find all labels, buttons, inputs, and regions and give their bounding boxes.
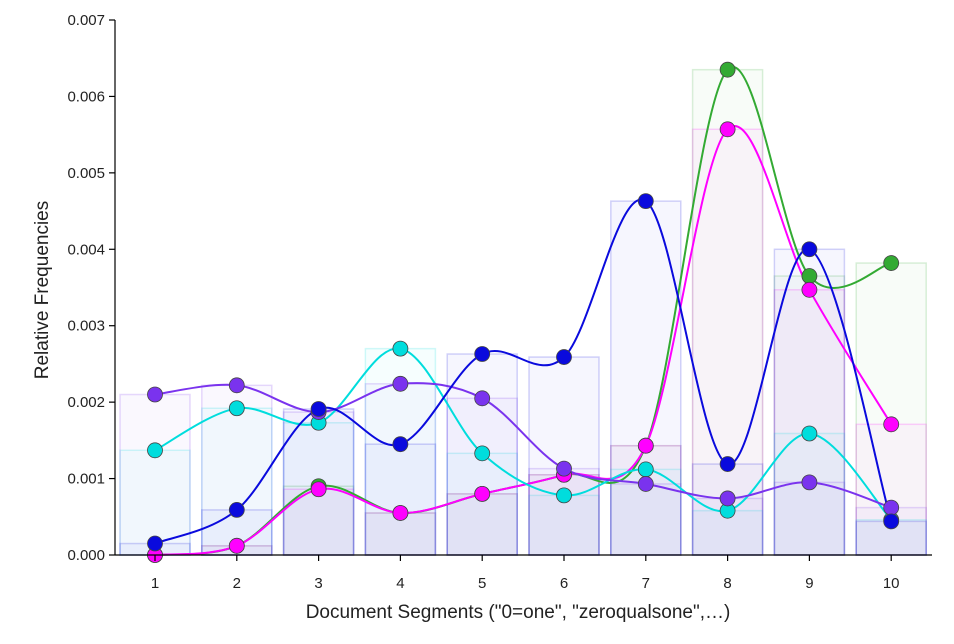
point-s3-c9 xyxy=(801,425,818,442)
x-axis-title: Document Segments ("0=one", "zeroqualson… xyxy=(306,602,731,623)
x-tick-label: 1 xyxy=(151,575,159,592)
point-s4-c4 xyxy=(392,375,409,392)
point-s3-c7 xyxy=(637,461,654,478)
points-layer xyxy=(147,61,900,563)
series-line-3 xyxy=(154,347,892,521)
x-tick-label: 10 xyxy=(883,575,900,592)
y-tick-label: 0.006 xyxy=(67,88,105,105)
point-s5-c5 xyxy=(474,346,491,362)
y-tick-label: 0.005 xyxy=(67,165,105,182)
point-s1-c9 xyxy=(801,268,818,284)
bar-s4-c1 xyxy=(119,393,191,556)
x-tick-label: 5 xyxy=(478,575,486,592)
point-s2-c4 xyxy=(392,505,409,521)
point-s2-c10 xyxy=(883,416,900,433)
y-tick-label: 0.007 xyxy=(67,12,105,29)
series-line-5 xyxy=(154,198,893,545)
x-tick-label: 8 xyxy=(723,575,731,592)
point-s3-c1 xyxy=(147,442,163,459)
point-s2-c7 xyxy=(637,437,654,454)
point-s5-c8 xyxy=(719,456,736,472)
point-s2-c9 xyxy=(801,281,818,298)
point-s3-c2 xyxy=(228,400,245,417)
point-s5-c7 xyxy=(637,193,654,210)
point-s4-c5 xyxy=(474,390,491,407)
point-s2-c5 xyxy=(474,485,491,502)
point-s4-c6 xyxy=(556,460,572,477)
series-line-4 xyxy=(154,382,892,509)
curves-layer xyxy=(154,66,893,556)
x-tick-label: 9 xyxy=(805,575,813,592)
point-s5-c10 xyxy=(883,513,900,530)
point-s2-c3 xyxy=(310,481,327,498)
point-s1-c10 xyxy=(883,255,900,271)
point-s4-c7 xyxy=(637,476,654,492)
y-tick-label: 0.000 xyxy=(67,547,105,564)
axes-layer: 0.000 0.001 0.002 0.003 0.004 0.005 0.006 0.007… xyxy=(67,12,932,592)
point-s3-c6 xyxy=(556,487,572,504)
point-s4-c10 xyxy=(883,499,900,516)
point-s4-c8 xyxy=(719,490,736,507)
x-tick-label: 2 xyxy=(233,575,241,592)
y-tick-label: 0.002 xyxy=(67,394,105,411)
bar-s5-c4 xyxy=(364,443,437,556)
y-tick-label: 0.004 xyxy=(67,241,105,258)
point-s4-c9 xyxy=(801,474,818,491)
point-s2-c8 xyxy=(719,121,736,138)
point-s5-c4 xyxy=(392,436,409,453)
y-tick-label: 0.001 xyxy=(67,471,105,488)
x-tick-label: 4 xyxy=(396,575,404,592)
point-s4-c2 xyxy=(228,377,245,394)
point-s5-c1 xyxy=(147,535,163,552)
y-axis-title: Relative Frequencies xyxy=(32,201,53,379)
point-s2-c2 xyxy=(228,537,245,554)
bar-s5-c7 xyxy=(610,200,682,556)
point-s3-c5 xyxy=(474,445,491,462)
point-s4-c1 xyxy=(147,386,163,403)
x-tick-label: 7 xyxy=(642,575,650,592)
point-s3-c4 xyxy=(392,340,409,357)
point-s5-c6 xyxy=(556,349,572,365)
point-s5-c3 xyxy=(310,401,327,417)
x-tick-label: 3 xyxy=(314,575,322,592)
y-tick-label: 0.003 xyxy=(67,318,105,335)
bar-s5-c6 xyxy=(528,356,600,556)
point-s1-c8 xyxy=(719,61,736,78)
x-tick-label: 6 xyxy=(560,575,568,592)
point-s5-c9 xyxy=(801,241,818,258)
point-s5-c2 xyxy=(228,502,245,518)
